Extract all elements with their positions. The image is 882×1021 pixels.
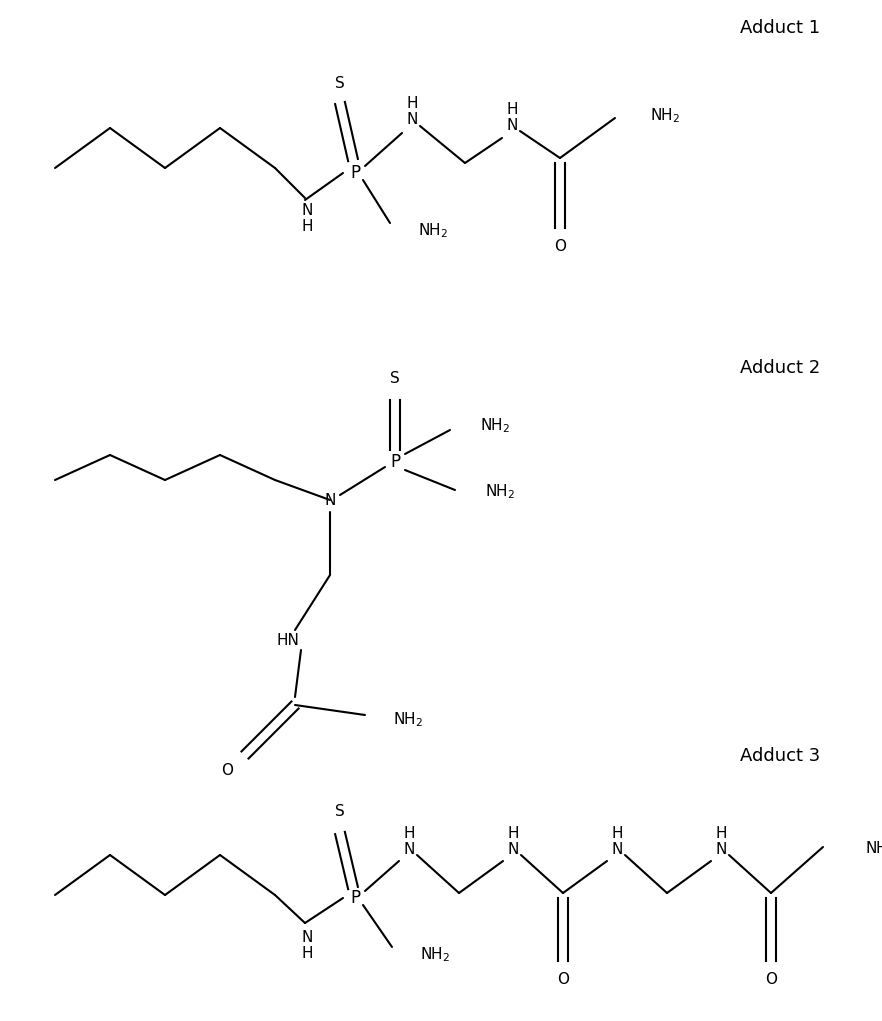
Text: N: N [611,841,623,857]
Text: H: H [506,101,518,116]
Text: H: H [407,97,418,111]
Text: HN: HN [277,632,300,647]
Text: H: H [611,826,623,840]
Text: N: N [302,202,313,217]
Text: H: H [715,826,727,840]
Text: N: N [403,841,415,857]
Text: H: H [302,945,313,961]
Text: P: P [350,164,360,182]
Text: NH$_2$.: NH$_2$. [865,839,882,859]
Text: NH$_2$: NH$_2$ [485,483,515,501]
Text: N: N [507,841,519,857]
Text: N: N [325,492,336,507]
Text: NH$_2$: NH$_2$ [418,222,448,240]
Text: Adduct 2: Adduct 2 [740,359,820,377]
Text: H: H [507,826,519,840]
Text: NH$_2$: NH$_2$ [480,417,510,435]
Text: N: N [407,112,418,128]
Text: NH$_2$: NH$_2$ [393,711,423,729]
Text: O: O [554,239,566,253]
Text: Adduct 1: Adduct 1 [740,19,820,37]
Text: S: S [335,76,345,91]
Text: Adduct 3: Adduct 3 [740,747,820,765]
Text: P: P [390,453,400,471]
Text: O: O [221,763,233,778]
Text: O: O [765,972,777,986]
Text: NH$_2$: NH$_2$ [420,945,450,965]
Text: S: S [335,804,345,819]
Text: NH$_2$: NH$_2$ [650,106,680,126]
Text: N: N [302,929,313,944]
Text: H: H [403,826,415,840]
Text: O: O [557,972,569,986]
Text: H: H [302,218,313,234]
Text: N: N [715,841,727,857]
Text: P: P [350,889,360,907]
Text: S: S [390,371,400,386]
Text: N: N [506,117,518,133]
